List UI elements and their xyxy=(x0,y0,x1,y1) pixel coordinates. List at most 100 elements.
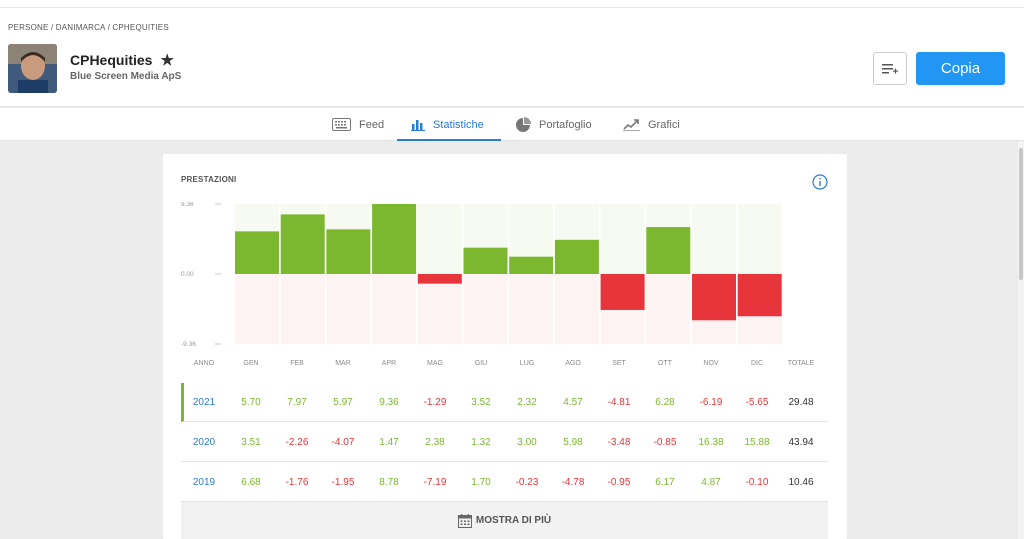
company-name: Blue Screen Media ApS xyxy=(70,71,182,82)
bar-background-positive xyxy=(600,204,645,274)
month-header-dic: DIC xyxy=(750,360,764,367)
bar-background-negative xyxy=(280,274,325,344)
y-tick-label: -9.36 xyxy=(181,341,196,348)
avatar xyxy=(8,44,57,93)
month-value-feb: -1.76 xyxy=(285,477,309,488)
month-header-lug: LUG xyxy=(519,360,535,367)
bar-ago[interactable] xyxy=(554,239,599,274)
tab-feed[interactable]: Feed xyxy=(332,108,384,141)
month-value-mag: -1.29 xyxy=(423,397,447,408)
month-value-mar: -1.95 xyxy=(331,477,355,488)
year-row-2020[interactable]: 2020 3.51 -2.26 -4.07 1.47 2.38 1.32 3.00 5.98 -3… xyxy=(181,423,828,462)
month-value-lug: -0.23 xyxy=(515,477,539,488)
bar-set[interactable] xyxy=(600,274,645,310)
month-value-mag: 2.38 xyxy=(425,437,445,448)
bar-gen[interactable] xyxy=(235,231,279,274)
trader-name-text: CPHequities xyxy=(70,52,153,68)
year-label: 2019 xyxy=(192,477,216,488)
month-value-gen: 6.68 xyxy=(241,477,261,488)
tab-bar: Feed Statistiche Portafoglio Grafici xyxy=(0,108,1024,141)
month-header-apr: APR xyxy=(381,360,397,367)
month-value-apr: 8.78 xyxy=(379,477,399,488)
month-header-feb: FEB xyxy=(290,360,304,367)
show-more-label: MOSTRA DI PIÙ xyxy=(475,515,552,526)
bar-giu[interactable] xyxy=(463,247,508,274)
bar-background-negative xyxy=(463,274,508,344)
tab-portafoglio[interactable]: Portafoglio xyxy=(515,108,592,141)
month-value-mar: 5.97 xyxy=(333,397,353,408)
month-value-nov: 16.38 xyxy=(698,437,724,448)
top-strip xyxy=(0,0,1024,8)
month-value-set: -3.48 xyxy=(607,437,631,448)
month-header-nov: NOV xyxy=(703,360,719,367)
tab-statistiche[interactable]: Statistiche xyxy=(397,108,501,141)
total-value: 29.48 xyxy=(788,397,814,408)
month-value-mag: -7.19 xyxy=(423,477,447,488)
performance-chart: 9.36 0.00 -9.36 xyxy=(181,202,782,348)
month-value-lug: 2.32 xyxy=(517,397,537,408)
month-value-apr: 1.47 xyxy=(379,437,399,448)
bar-background-negative xyxy=(509,274,554,344)
month-value-nov: -6.19 xyxy=(699,397,723,408)
star-icon[interactable]: ★ xyxy=(160,51,174,69)
month-value-dic: -0.10 xyxy=(745,477,769,488)
bar-mag[interactable] xyxy=(417,274,462,284)
month-value-ago: 4.57 xyxy=(563,397,583,408)
bar-dic[interactable] xyxy=(737,274,782,317)
month-header-mar: MAR xyxy=(335,360,351,367)
month-value-ago: 5.98 xyxy=(563,437,583,448)
bar-ott[interactable] xyxy=(646,227,691,274)
scrollbar-thumb[interactable] xyxy=(1019,148,1023,280)
add-to-list-button[interactable] xyxy=(873,52,907,85)
month-header-totale: TOTALE xyxy=(787,360,815,367)
month-value-ago: -4.78 xyxy=(561,477,585,488)
month-value-gen: 5.70 xyxy=(241,397,261,408)
month-header-mag: MAG xyxy=(427,360,443,367)
month-value-set: -0.95 xyxy=(607,477,631,488)
info-icon[interactable] xyxy=(812,174,828,190)
scrollbar-track[interactable] xyxy=(1018,141,1024,539)
month-value-set: -4.81 xyxy=(607,397,631,408)
month-value-feb: 7.97 xyxy=(287,397,307,408)
bar-background-positive xyxy=(692,204,736,274)
bar-nov[interactable] xyxy=(692,274,736,321)
year-label: 2021 xyxy=(192,397,216,408)
month-value-gen: 3.51 xyxy=(241,437,261,448)
year-row-2019[interactable]: 2019 6.68 -1.76 -1.95 8.78 -7.19 1.70 -0.23 -4.7… xyxy=(181,463,828,502)
month-value-nov: 4.87 xyxy=(701,477,721,488)
tab-portafoglio-label: Portafoglio xyxy=(539,118,592,131)
month-value-ott: -0.85 xyxy=(653,437,677,448)
bar-background-positive xyxy=(737,204,782,274)
tab-grafici[interactable]: Grafici xyxy=(623,108,680,141)
show-more-button[interactable]: MOSTRA DI PIÙ xyxy=(181,502,828,539)
y-tick-label: 9.36 xyxy=(181,202,194,208)
profile-header: PERSONE / DANIMARCA / CPHEQUITIES CPHequ… xyxy=(0,8,1024,107)
month-value-apr: 9.36 xyxy=(379,397,399,408)
bar-apr[interactable] xyxy=(372,204,417,274)
month-value-ott: 6.28 xyxy=(655,397,675,408)
trader-name: CPHequities ★ xyxy=(70,52,174,68)
month-value-ott: 6.17 xyxy=(655,477,675,488)
tab-statistiche-label: Statistiche xyxy=(433,118,484,131)
month-value-lug: 3.00 xyxy=(517,437,537,448)
bar-background-negative xyxy=(326,274,371,344)
month-header-ott: OTT xyxy=(658,360,672,367)
month-value-giu: 1.70 xyxy=(471,477,491,488)
copy-button[interactable]: Copia xyxy=(916,52,1005,85)
bar-background-negative xyxy=(646,274,691,344)
month-header-giu: GIU xyxy=(474,360,488,367)
y-tick-label: 0.00 xyxy=(181,271,194,278)
month-value-giu: 3.52 xyxy=(471,397,491,408)
month-value-dic: 15.88 xyxy=(744,437,770,448)
year-row-2021[interactable]: 2021 5.70 7.97 5.97 9.36 -1.29 3.52 2.32 4.57 -4.… xyxy=(181,383,828,422)
month-value-giu: 1.32 xyxy=(471,437,491,448)
bar-feb[interactable] xyxy=(280,214,325,274)
bar-chart-icon xyxy=(411,119,425,131)
keyboard-icon xyxy=(332,118,351,131)
month-header-ago: AGO xyxy=(565,360,581,367)
total-value: 43.94 xyxy=(788,437,814,448)
bar-lug[interactable] xyxy=(509,256,554,274)
breadcrumb[interactable]: PERSONE / DANIMARCA / CPHEQUITIES xyxy=(8,23,169,32)
calendar-icon xyxy=(457,513,472,528)
bar-mar[interactable] xyxy=(326,229,371,274)
